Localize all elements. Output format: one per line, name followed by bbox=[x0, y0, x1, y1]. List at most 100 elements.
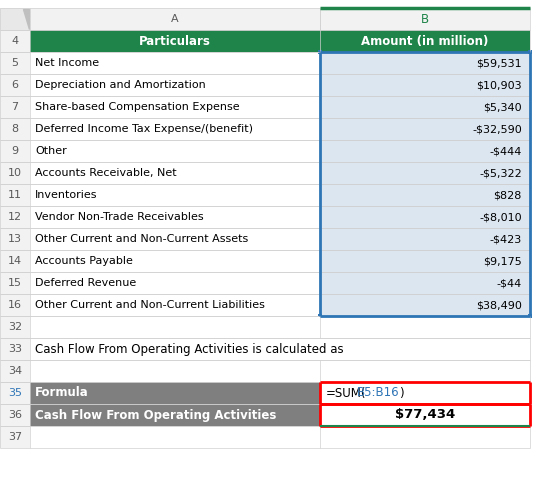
Text: 34: 34 bbox=[8, 366, 22, 376]
Bar bbox=[0, 426, 30, 448]
Bar bbox=[30, 96, 320, 118]
Text: Particulars: Particulars bbox=[139, 35, 211, 48]
Text: Deferred Income Tax Expense/(benefit): Deferred Income Tax Expense/(benefit) bbox=[35, 124, 253, 134]
Text: Accounts Payable: Accounts Payable bbox=[35, 256, 133, 266]
Bar bbox=[30, 360, 320, 382]
Text: 35: 35 bbox=[8, 388, 22, 398]
Text: Other: Other bbox=[35, 146, 67, 156]
Bar bbox=[30, 74, 320, 96]
Bar bbox=[0, 404, 30, 426]
Bar bbox=[320, 118, 530, 140]
Text: A: A bbox=[171, 14, 179, 24]
Text: 7: 7 bbox=[11, 102, 18, 112]
Text: Amount (in million): Amount (in million) bbox=[361, 35, 489, 48]
Bar bbox=[0, 316, 30, 338]
Text: Accounts Receivable, Net: Accounts Receivable, Net bbox=[35, 168, 177, 178]
Text: Net Income: Net Income bbox=[35, 58, 99, 68]
Text: 37: 37 bbox=[8, 432, 22, 442]
Bar bbox=[320, 360, 530, 382]
Bar bbox=[0, 206, 30, 228]
Bar bbox=[30, 426, 320, 448]
Text: 12: 12 bbox=[8, 212, 22, 222]
Bar bbox=[320, 206, 530, 228]
Text: 13: 13 bbox=[8, 234, 22, 244]
Bar bbox=[30, 30, 320, 52]
Text: ): ) bbox=[399, 386, 403, 399]
Text: 32: 32 bbox=[8, 322, 22, 332]
Bar bbox=[0, 52, 30, 74]
Bar bbox=[30, 250, 320, 272]
Bar bbox=[320, 272, 530, 294]
Bar bbox=[320, 74, 530, 96]
Bar bbox=[0, 272, 30, 294]
Bar bbox=[320, 140, 530, 162]
Text: 6: 6 bbox=[11, 80, 18, 90]
Bar bbox=[0, 184, 30, 206]
Text: $9,175: $9,175 bbox=[483, 256, 522, 266]
Bar bbox=[0, 338, 30, 360]
Bar bbox=[320, 30, 530, 52]
Bar bbox=[320, 316, 530, 338]
Bar bbox=[0, 162, 30, 184]
Text: 14: 14 bbox=[8, 256, 22, 266]
Text: B5:B16: B5:B16 bbox=[357, 386, 400, 399]
Text: Depreciation and Amortization: Depreciation and Amortization bbox=[35, 80, 206, 90]
Text: $38,490: $38,490 bbox=[476, 300, 522, 310]
Text: 5: 5 bbox=[11, 58, 18, 68]
Text: Deferred Revenue: Deferred Revenue bbox=[35, 278, 136, 288]
Bar bbox=[0, 118, 30, 140]
Bar bbox=[0, 382, 30, 404]
Text: Share-based Compensation Expense: Share-based Compensation Expense bbox=[35, 102, 240, 112]
Text: -$423: -$423 bbox=[490, 234, 522, 244]
Text: 4: 4 bbox=[11, 36, 18, 46]
Bar bbox=[30, 228, 320, 250]
Text: 8: 8 bbox=[11, 124, 18, 134]
Bar bbox=[30, 118, 320, 140]
Bar bbox=[0, 360, 30, 382]
Bar bbox=[320, 228, 530, 250]
Text: Cash Flow From Operating Activities is calculated as: Cash Flow From Operating Activities is c… bbox=[35, 343, 343, 356]
Text: B: B bbox=[421, 13, 429, 26]
Bar bbox=[30, 382, 320, 404]
Bar bbox=[30, 316, 320, 338]
Text: Formula: Formula bbox=[35, 386, 89, 399]
Text: 11: 11 bbox=[8, 190, 22, 200]
Bar bbox=[0, 294, 30, 316]
Bar bbox=[320, 294, 530, 316]
Bar bbox=[320, 52, 530, 74]
Polygon shape bbox=[23, 9, 29, 29]
Bar bbox=[320, 404, 530, 426]
Bar bbox=[0, 250, 30, 272]
Bar bbox=[320, 8, 530, 30]
Text: Cash Flow From Operating Activities: Cash Flow From Operating Activities bbox=[35, 408, 276, 421]
Text: 16: 16 bbox=[8, 300, 22, 310]
Bar bbox=[320, 162, 530, 184]
Text: -$44: -$44 bbox=[497, 278, 522, 288]
Bar bbox=[30, 338, 530, 360]
Text: 36: 36 bbox=[8, 410, 22, 420]
Text: Vendor Non-Trade Receivables: Vendor Non-Trade Receivables bbox=[35, 212, 204, 222]
Text: -$444: -$444 bbox=[490, 146, 522, 156]
Bar bbox=[30, 162, 320, 184]
Bar bbox=[320, 96, 530, 118]
Bar bbox=[320, 426, 530, 448]
Text: $10,903: $10,903 bbox=[476, 80, 522, 90]
Text: -$8,010: -$8,010 bbox=[480, 212, 522, 222]
Bar bbox=[320, 184, 530, 206]
Text: Other Current and Non-Current Liabilities: Other Current and Non-Current Liabilitie… bbox=[35, 300, 265, 310]
Bar bbox=[30, 294, 320, 316]
Text: 33: 33 bbox=[8, 344, 22, 354]
Bar bbox=[528, 314, 532, 318]
Bar bbox=[30, 8, 530, 448]
Text: 15: 15 bbox=[8, 278, 22, 288]
Bar bbox=[30, 52, 320, 74]
Text: Inventories: Inventories bbox=[35, 190, 98, 200]
Text: -$32,590: -$32,590 bbox=[472, 124, 522, 134]
Text: $5,340: $5,340 bbox=[483, 102, 522, 112]
Bar bbox=[30, 206, 320, 228]
Text: -$5,322: -$5,322 bbox=[480, 168, 522, 178]
Text: $828: $828 bbox=[494, 190, 522, 200]
Bar bbox=[0, 8, 30, 30]
Text: $77,434: $77,434 bbox=[395, 408, 455, 421]
Bar bbox=[30, 8, 320, 30]
